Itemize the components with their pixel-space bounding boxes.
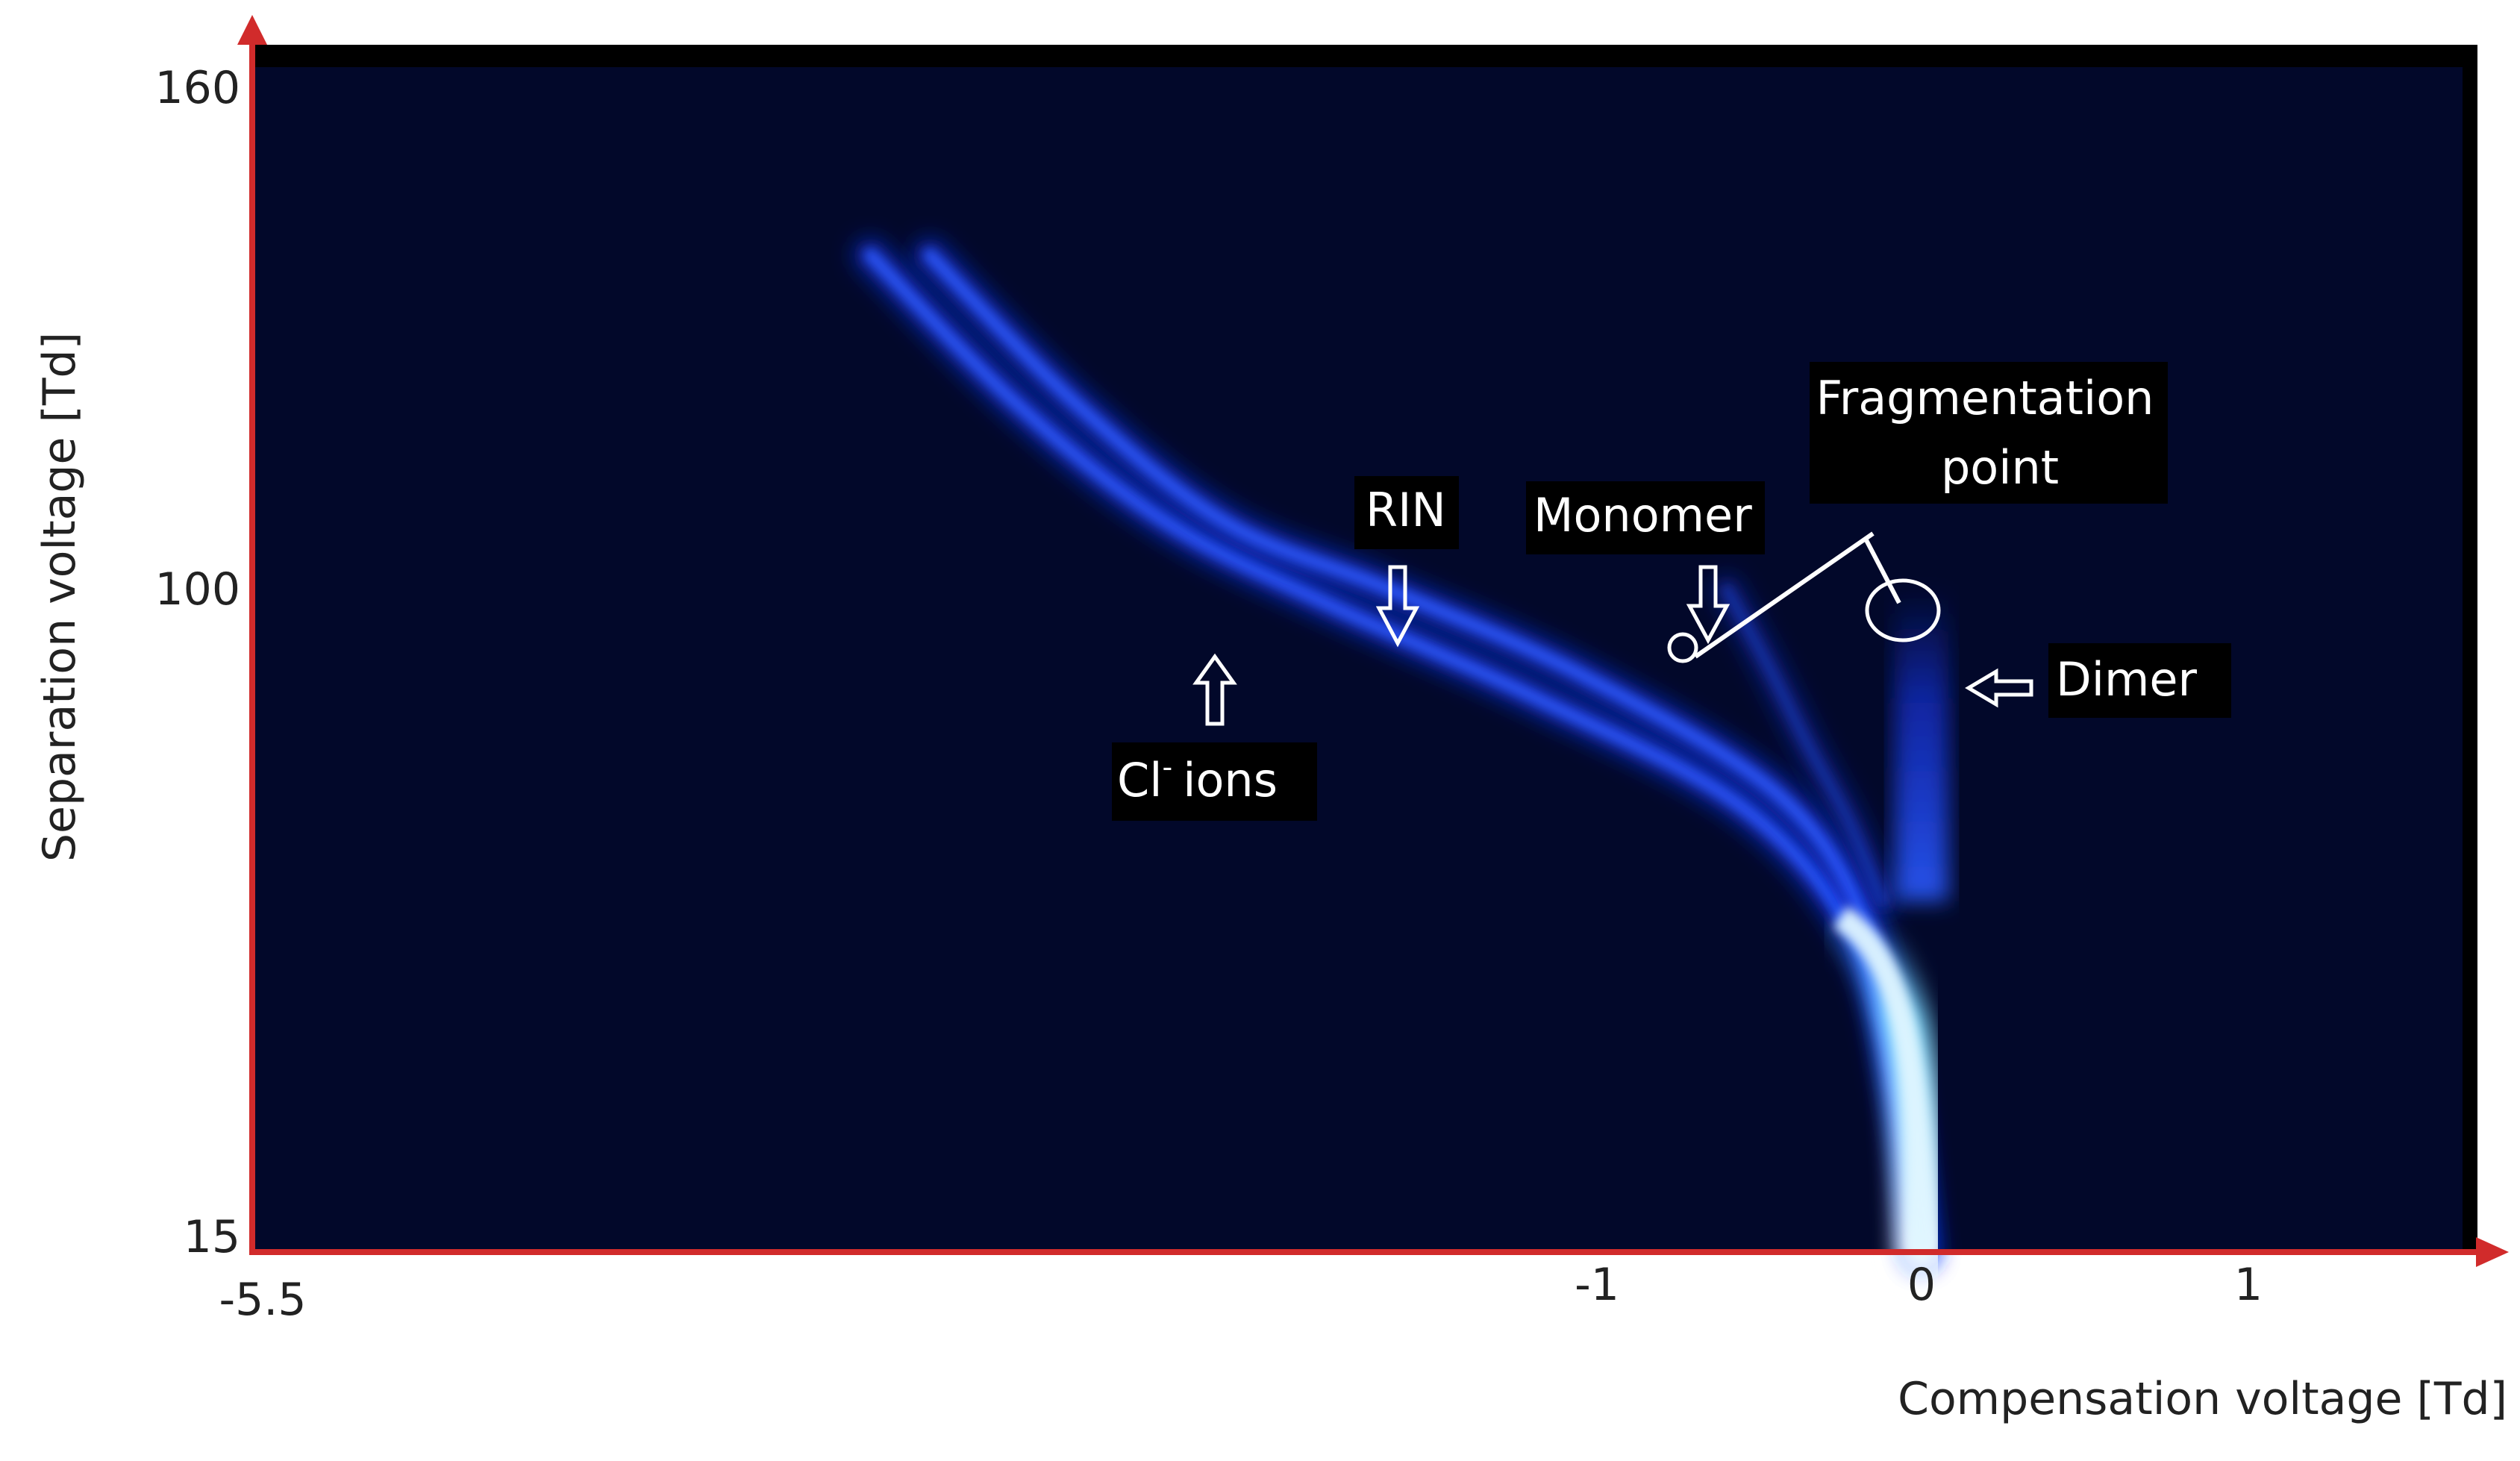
x-tick-label: 1 bbox=[2234, 1259, 2263, 1311]
x-axis-title: Compensation voltage [Td] bbox=[1898, 1373, 2507, 1425]
x-tick-label: 0 bbox=[1907, 1259, 1936, 1311]
fragmentation-leader-tick bbox=[1863, 537, 1901, 604]
annotation-fragmentation-line1: Fragmentation bbox=[1816, 371, 2154, 425]
tick-labels: -5.5 -1 0 1 160 100 15 bbox=[154, 62, 2263, 1326]
annotation-rin: RIN bbox=[1354, 476, 1459, 648]
annotation-cl-box bbox=[1112, 742, 1317, 821]
annotation-fragmentation-point: Fragmentation point bbox=[1694, 362, 2168, 659]
fragmentation-leader-line bbox=[1694, 531, 1875, 659]
x-tick-label: -5.5 bbox=[219, 1274, 306, 1326]
annotation-dimer-arrow bbox=[1965, 668, 2033, 708]
series-monomer bbox=[1712, 575, 1898, 916]
x-tick-label: -1 bbox=[1575, 1259, 1619, 1311]
annotation-fragmentation-line2: point bbox=[1941, 440, 2059, 495]
annotation-rin-label: RIN bbox=[1366, 483, 1446, 537]
annotation-dimer-label: Dimer bbox=[2056, 652, 2198, 707]
annotation-rin-arrow bbox=[1375, 565, 1420, 648]
fragmentation-point-circle bbox=[1865, 578, 1941, 642]
annotation-dimer-box bbox=[2048, 643, 2231, 718]
top-dark-strip bbox=[254, 45, 2477, 67]
annotation-cl-arrow bbox=[1192, 653, 1237, 726]
y-axis-arrow bbox=[237, 15, 267, 45]
x-axis-arrow bbox=[2476, 1237, 2509, 1267]
merged-peak bbox=[1814, 890, 1948, 1278]
peak-core bbox=[1833, 906, 1934, 1253]
annotation-cl-ions: Cl-ions bbox=[1112, 653, 1317, 821]
annotation-monomer: Monomer bbox=[1526, 481, 1765, 663]
annotation-monomer-box bbox=[1526, 481, 1765, 554]
y-tick-label: 160 bbox=[154, 62, 240, 114]
annotation-dimer: Dimer bbox=[1965, 643, 2231, 718]
y-tick-label: 100 bbox=[154, 563, 240, 616]
right-dark-strip bbox=[2463, 45, 2477, 1250]
monomer-marker-circle bbox=[1667, 632, 1698, 663]
annotation-rin-box bbox=[1354, 476, 1459, 549]
y-axis-title: Separation voltage [Td] bbox=[34, 332, 86, 862]
monomer-core bbox=[1722, 584, 1888, 907]
y-tick-label: 15 bbox=[184, 1211, 240, 1263]
annotations: Cl-ions RIN Monomer Fragmentation point bbox=[1112, 362, 2231, 821]
axes bbox=[237, 15, 2509, 1267]
annotation-monomer-arrow bbox=[1686, 565, 1730, 645]
annotation-cl-label: Cl-ions bbox=[1117, 751, 1278, 807]
annotation-fragmentation-box bbox=[1810, 362, 2168, 504]
annotation-monomer-label: Monomer bbox=[1533, 488, 1752, 542]
